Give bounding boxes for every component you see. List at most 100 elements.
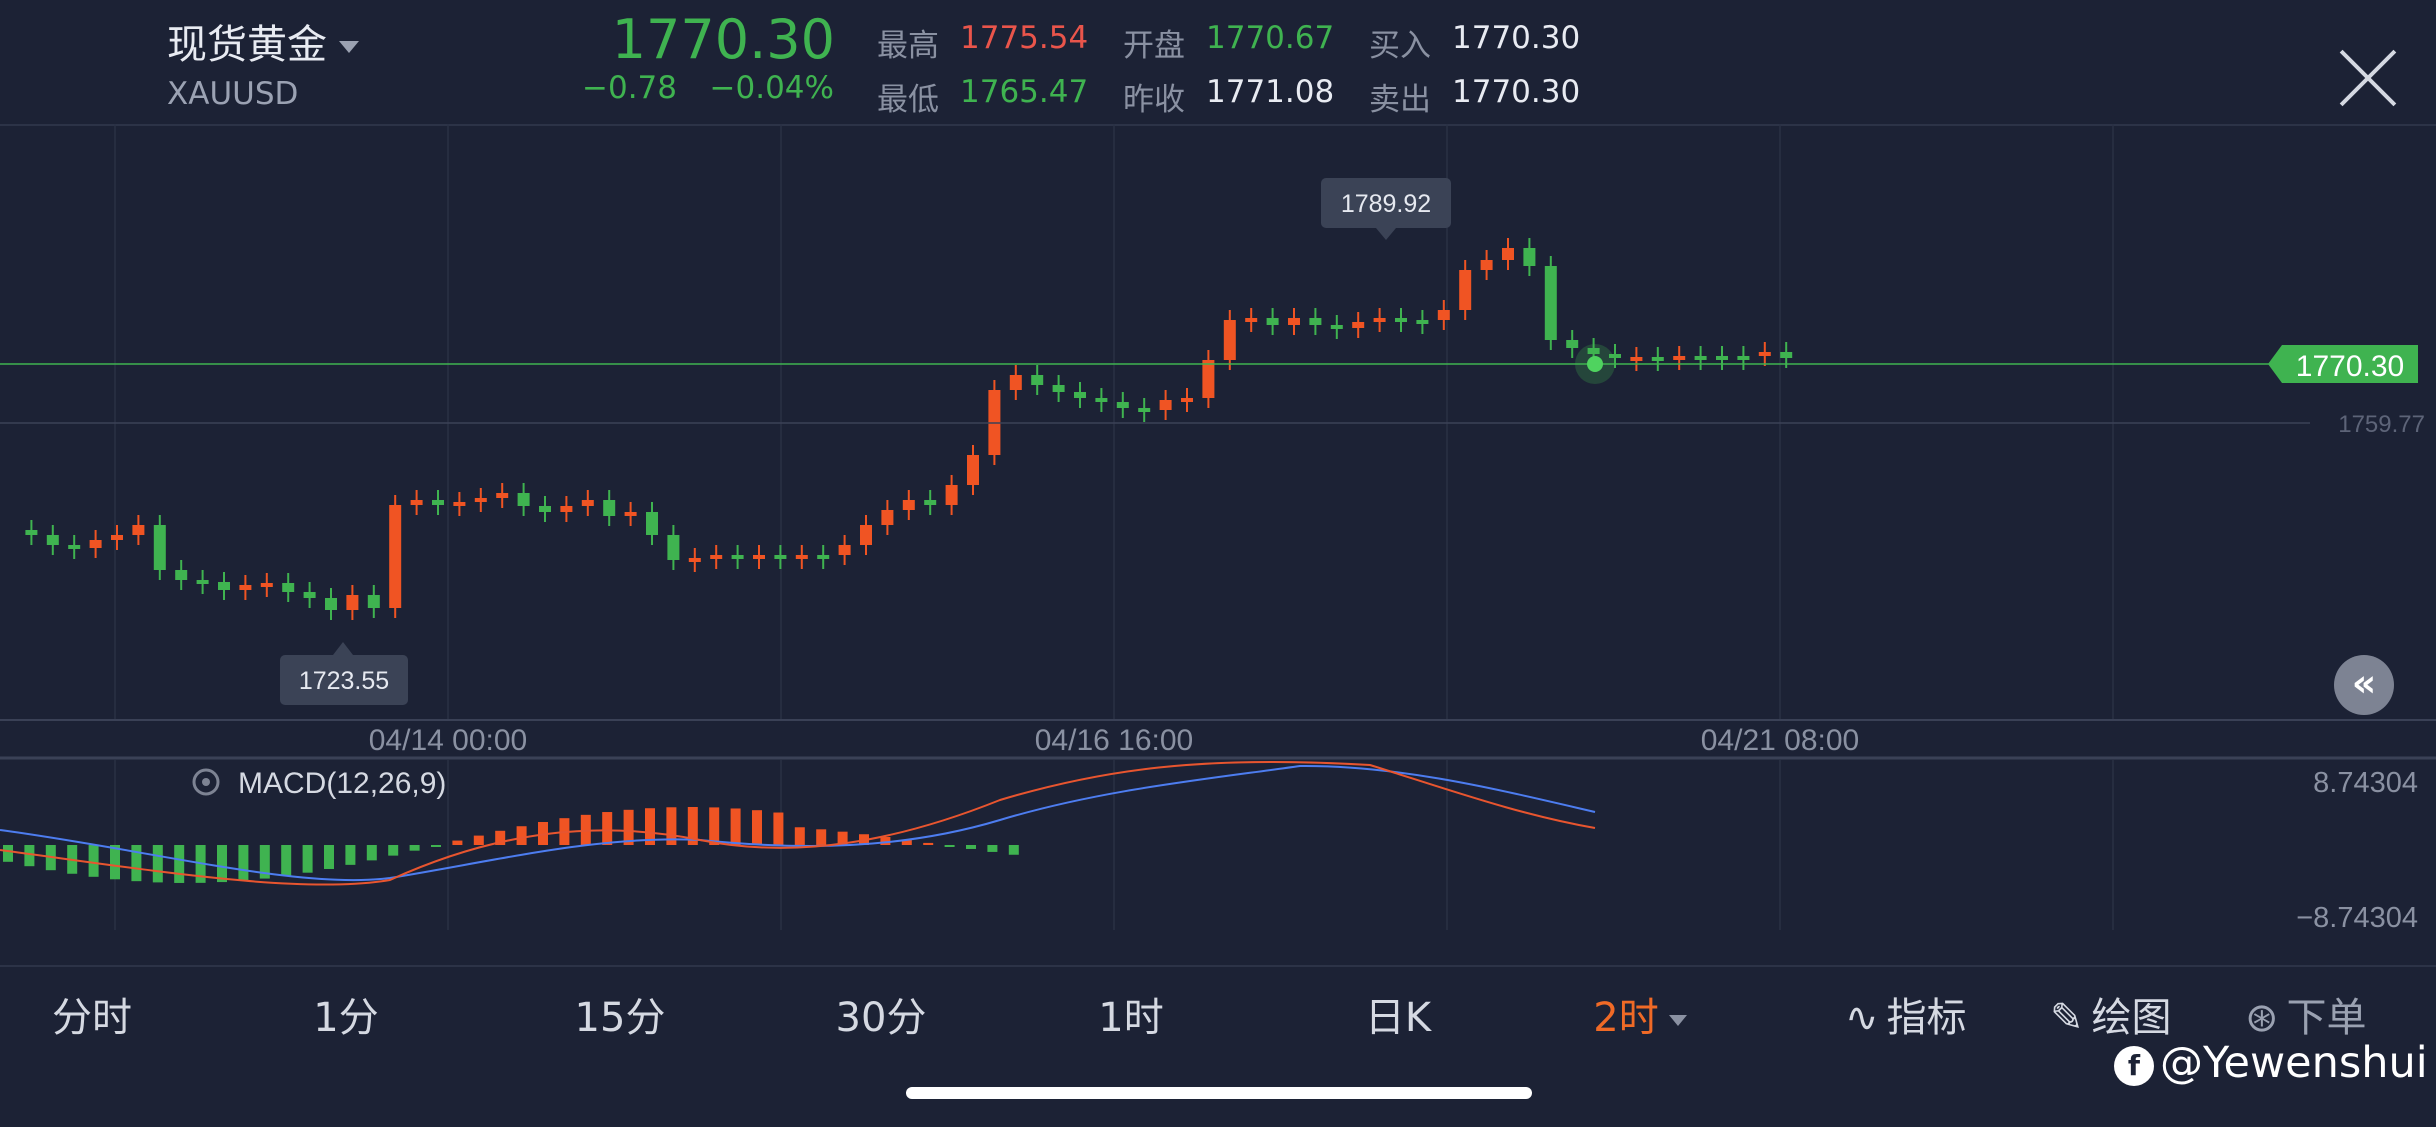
macd-bar xyxy=(131,845,142,882)
candle-body xyxy=(967,455,979,485)
candle-body xyxy=(838,545,851,555)
x-axis-label: 04/16 16:00 xyxy=(1035,724,1193,757)
candle-body xyxy=(667,535,680,560)
min-price-label: 1723.55 xyxy=(299,667,389,695)
candle-body xyxy=(1395,318,1407,322)
candle-body xyxy=(1181,398,1193,402)
candle-body xyxy=(132,525,145,535)
macd-bar xyxy=(366,845,377,861)
macd-bar xyxy=(602,812,613,845)
quote-label-high: 最高 xyxy=(877,28,939,64)
candle-body xyxy=(1330,325,1343,329)
macd-bar xyxy=(24,845,35,867)
candle-body xyxy=(25,530,38,535)
macd-bar xyxy=(88,845,99,877)
symbol-selector[interactable]: 现货黄金 xyxy=(167,12,359,70)
candle-body xyxy=(1031,375,1044,385)
macd-bar xyxy=(302,845,313,873)
candle-body xyxy=(474,498,487,502)
candle-body xyxy=(1309,318,1322,325)
candle-body xyxy=(902,500,915,510)
macd-bar xyxy=(623,809,634,845)
caret-down-icon xyxy=(339,41,359,53)
candle-body xyxy=(1373,318,1386,322)
candle-body xyxy=(1459,270,1472,310)
macd-bar xyxy=(388,845,399,856)
macd-bar xyxy=(773,812,784,845)
macd-bar xyxy=(217,845,227,883)
gear-icon-hub xyxy=(202,778,210,786)
candle-body xyxy=(1138,408,1151,412)
macd-bar xyxy=(944,845,955,847)
candle-body xyxy=(710,555,723,559)
candle-body xyxy=(432,500,444,505)
watermark-text: @Yewenshui xyxy=(2160,1038,2428,1088)
macd-bar xyxy=(752,810,762,845)
pulse-icon: ∿ xyxy=(1845,995,1879,1041)
macd-bar xyxy=(281,845,292,876)
candle-body xyxy=(1780,352,1793,358)
timeframe-tab[interactable]: 1分 xyxy=(313,995,379,1041)
macd-bar xyxy=(3,845,13,862)
macd-bar xyxy=(238,845,249,881)
caret-down-icon xyxy=(1668,1014,1687,1026)
macd-bar xyxy=(923,842,934,845)
macd-bar xyxy=(794,827,805,845)
timeframe-tab[interactable]: 30分 xyxy=(835,995,927,1041)
candle-body xyxy=(1245,318,1258,322)
candle-body xyxy=(410,500,423,505)
candle-body xyxy=(774,555,787,559)
candle-body xyxy=(111,535,123,540)
macd-layer xyxy=(0,760,1596,886)
candle-body xyxy=(1052,385,1065,392)
x-axis-label: 04/14 00:00 xyxy=(369,724,527,757)
timeframe-tab[interactable]: 15分 xyxy=(574,995,666,1041)
candle-body xyxy=(945,485,958,505)
home-indicator[interactable] xyxy=(906,1087,1532,1099)
timeframe-tab[interactable]: 1时 xyxy=(1098,995,1164,1041)
candle-body xyxy=(731,555,744,559)
candle-body xyxy=(1266,318,1279,325)
macd-bar xyxy=(345,845,356,865)
candles-layer xyxy=(25,238,1793,620)
candle-body xyxy=(260,583,273,587)
macd-bar xyxy=(495,830,506,845)
symbol-name: 现货黄金 xyxy=(167,22,327,68)
macd-settings[interactable] xyxy=(192,768,220,796)
candle-body xyxy=(218,582,230,590)
max-price-marker xyxy=(1321,178,1451,228)
macd-bar xyxy=(452,840,463,845)
macd-dea-line xyxy=(0,760,1596,886)
candle-body xyxy=(753,555,765,559)
quote-value-high: 1775.54 xyxy=(960,20,1089,56)
chart-grid xyxy=(0,124,2436,930)
timeframe-tab[interactable]: 分时 xyxy=(52,995,132,1041)
indicators-label: 指标 xyxy=(1886,995,1967,1041)
indicators-button[interactable]: ∿ 指标 xyxy=(1845,985,1967,1043)
candle-body xyxy=(1159,400,1172,410)
candlestick-chart[interactable]: 1770.30 1759.77 1789.92 1723.55 04/14 00… xyxy=(0,0,2436,965)
gear-icon[interactable] xyxy=(192,768,220,796)
candle-body xyxy=(453,502,466,506)
macd-bar xyxy=(409,845,420,851)
candle-body xyxy=(89,540,102,548)
quote-value-bid: 1770.30 xyxy=(1452,20,1581,56)
yen-circle-icon: ⊛ xyxy=(2245,995,2279,1041)
timeframe-tab-active[interactable]: 2时 xyxy=(1565,985,1715,1043)
timeframe-tab[interactable]: 日K xyxy=(1364,995,1432,1041)
collapse-panel-button[interactable]: « xyxy=(2334,655,2394,715)
order-button[interactable]: ⊛ 下单 xyxy=(2245,985,2367,1043)
symbol-code: XAUUSD xyxy=(167,76,299,112)
candle-body xyxy=(860,525,872,545)
macd-bar xyxy=(516,826,527,845)
candle-body xyxy=(1651,357,1664,361)
draw-button[interactable]: ✎ 绘图 xyxy=(2050,985,2172,1043)
candle-body xyxy=(1116,402,1129,408)
candle-body xyxy=(1480,260,1493,270)
macd-bar xyxy=(1008,845,1019,855)
candle-body xyxy=(346,595,359,610)
draw-label: 绘图 xyxy=(2091,995,2172,1041)
quote-header: 现货黄金 XAUUSD 1770.30 −0.78 −0.04% 最高 1775… xyxy=(0,0,2436,126)
timeframe-tab-label: 2时 xyxy=(1593,995,1659,1041)
macd-bar xyxy=(645,808,655,845)
